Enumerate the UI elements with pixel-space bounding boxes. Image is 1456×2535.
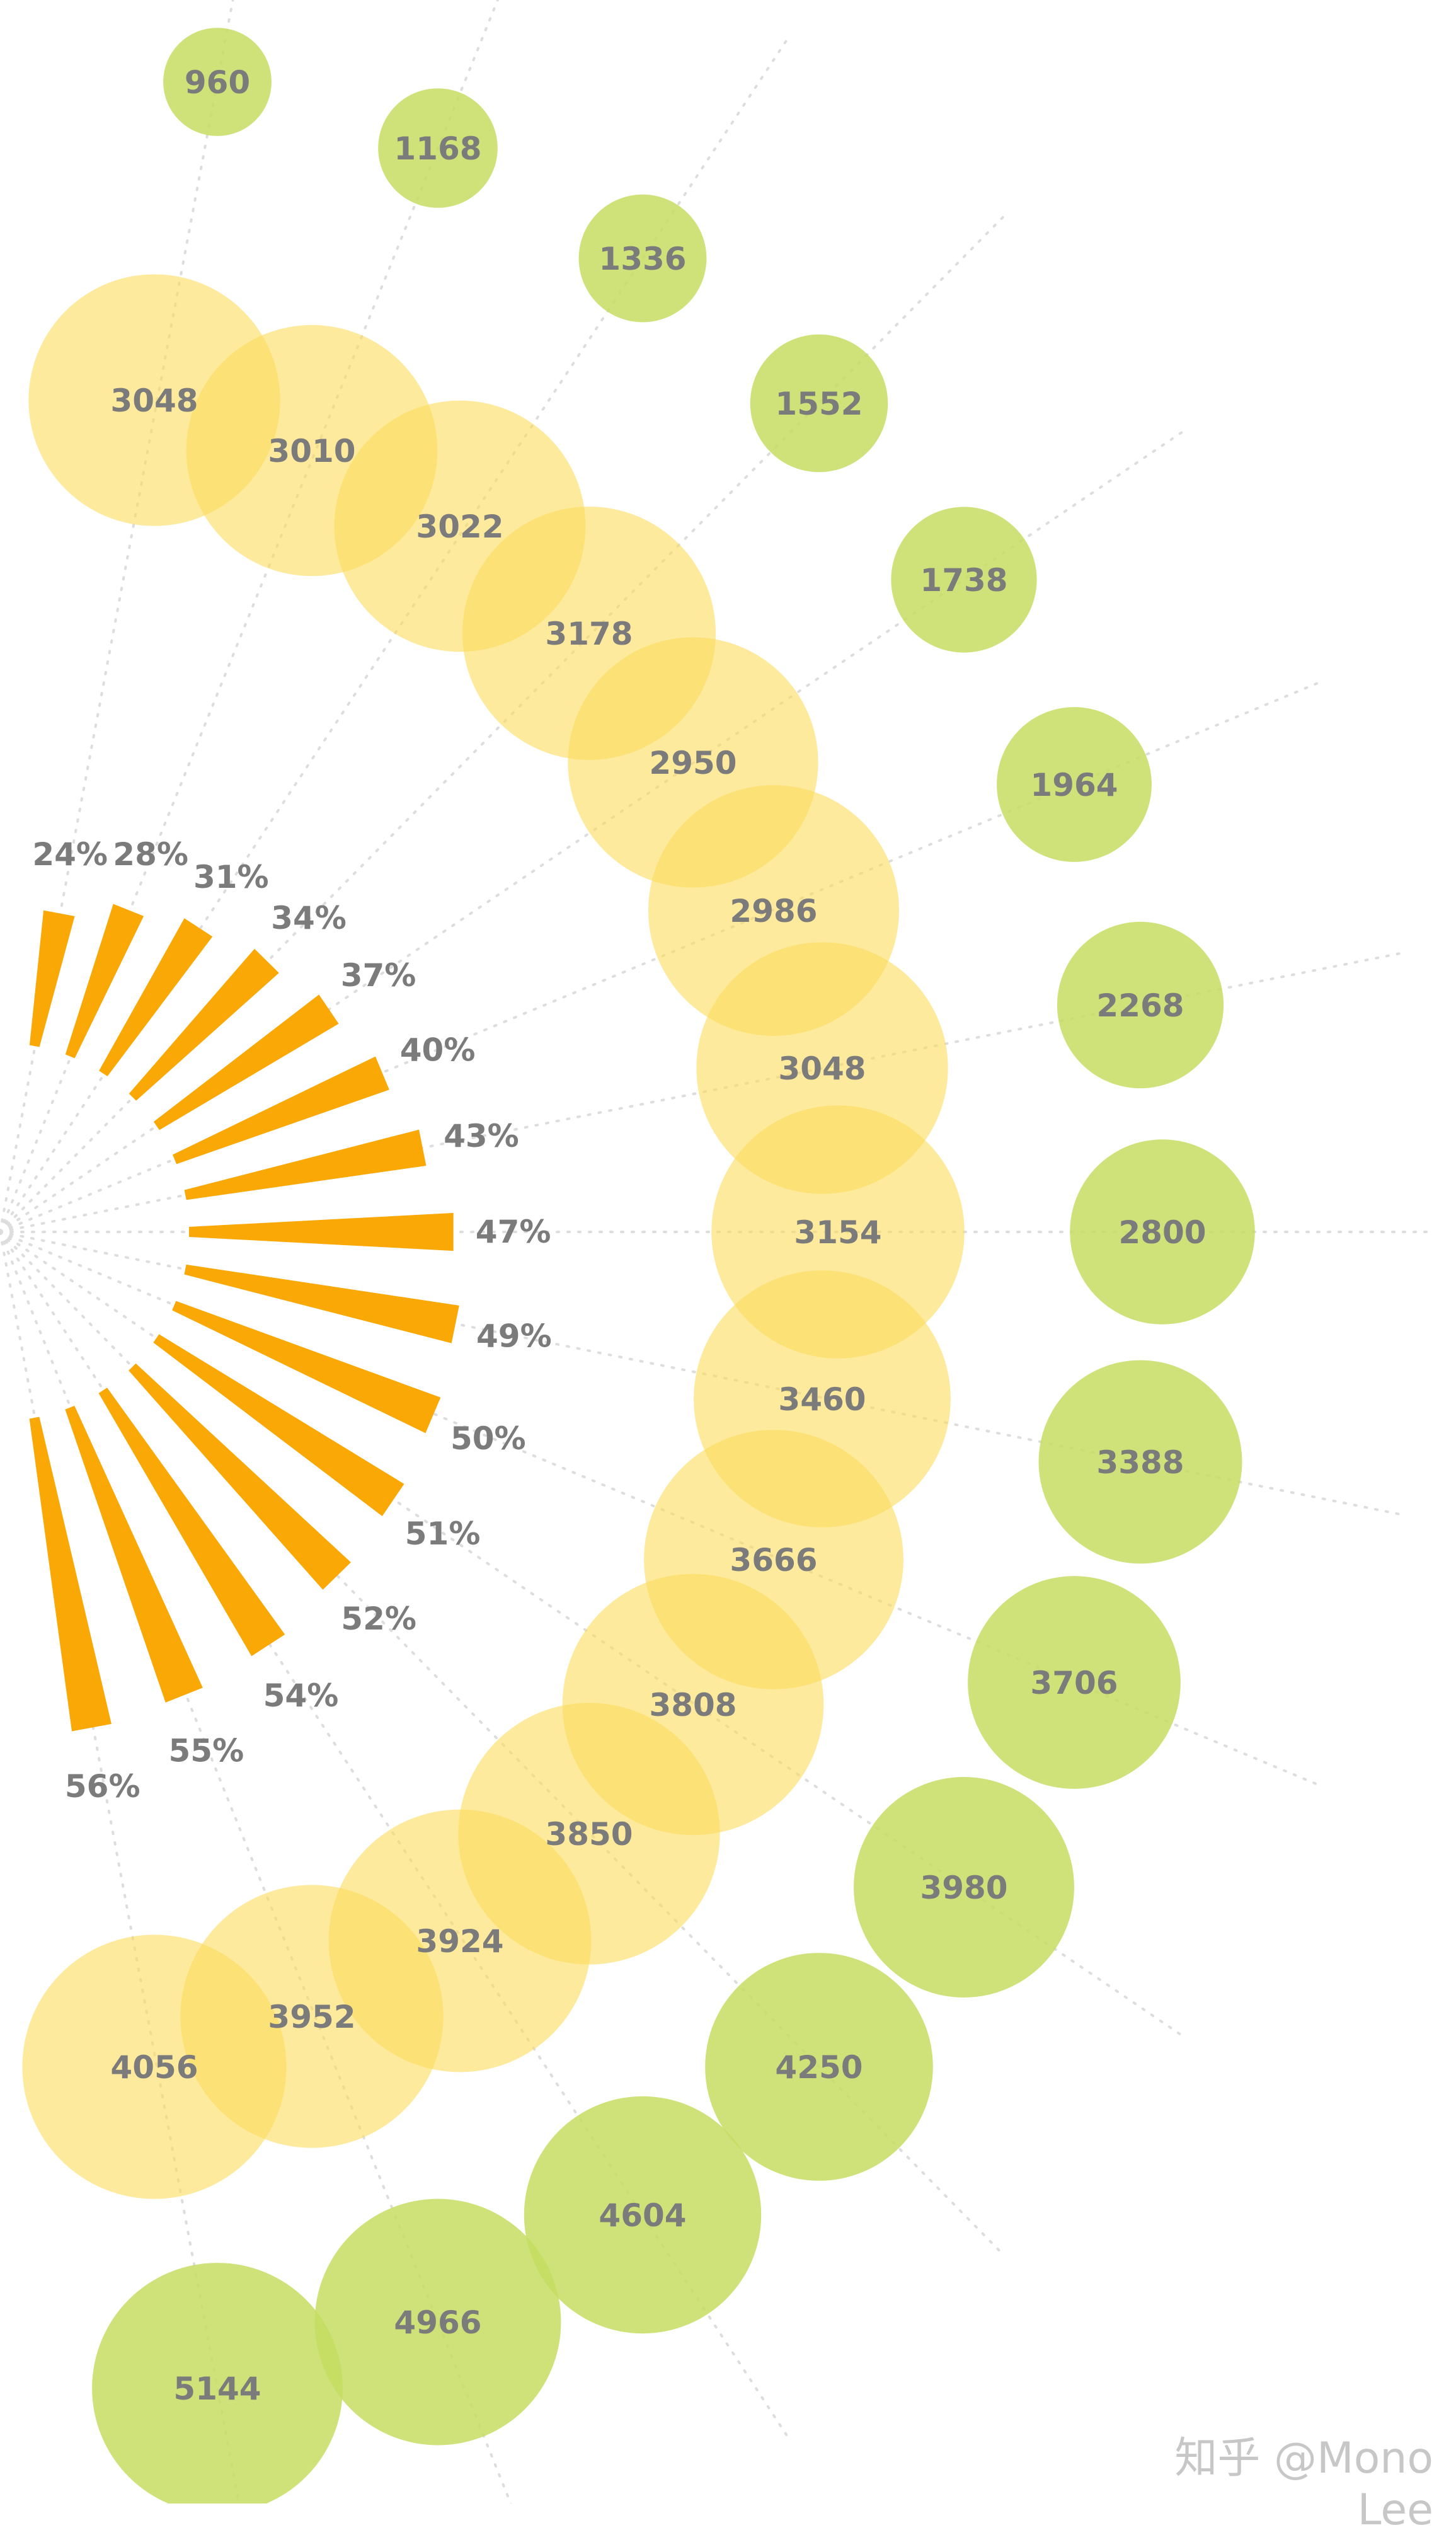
outer-bubble	[524, 2096, 762, 2334]
outer-bubble	[705, 1953, 933, 2181]
outer-bubble-label: 3980	[920, 1870, 1007, 1906]
percentage-label: 43%	[444, 1118, 519, 1154]
outer-bubble-label: 3706	[1030, 1665, 1118, 1701]
percentage-bar	[153, 1334, 404, 1517]
percentage-bar	[189, 1212, 454, 1251]
percentage-label: 24%	[32, 836, 108, 873]
outer-bubble-label: 1336	[599, 241, 686, 277]
outer-bubble-series	[92, 28, 1255, 2503]
percentage-label: 56%	[65, 1768, 140, 1805]
inner-bubble-label: 3924	[416, 1923, 503, 1960]
percentage-label: 47%	[476, 1214, 551, 1250]
percentage-bar	[172, 1301, 441, 1434]
outer-bubble	[163, 28, 272, 136]
inner-bubble-label: 3850	[545, 1816, 633, 1853]
percentage-bar	[129, 948, 279, 1101]
percentage-label: 52%	[341, 1601, 416, 1637]
outer-bubble-label: 2268	[1096, 987, 1184, 1024]
percentage-bar	[65, 1405, 203, 1703]
outer-bubble-label: 4250	[775, 2049, 863, 2086]
outer-bubble-label: 1738	[920, 562, 1007, 599]
percentage-bar	[184, 1129, 427, 1200]
outer-bubble	[314, 2199, 561, 2446]
inner-bubble-label: 2950	[649, 745, 737, 781]
outer-bubble	[997, 707, 1152, 862]
outer-bubble-label: 5144	[173, 2371, 261, 2407]
percentage-label: 51%	[405, 1515, 481, 1552]
inner-bubble-label: 3048	[778, 1050, 866, 1087]
inner-bubble-label: 3808	[649, 1687, 737, 1723]
outer-bubble	[1057, 921, 1224, 1089]
inner-bubble-label: 3952	[268, 1999, 355, 2035]
inner-bubble-label: 3010	[268, 433, 355, 469]
inner-bubble-label: 3460	[778, 1381, 866, 1418]
percentage-label: 50%	[450, 1420, 526, 1457]
percentage-label: 54%	[263, 1677, 339, 1714]
inner-bubble-label: 4056	[110, 2049, 198, 2086]
outer-bubble	[378, 88, 498, 208]
percentage-bars	[29, 904, 459, 1732]
inner-bubble-label: 2986	[730, 893, 817, 929]
inner-bubble-series	[22, 274, 965, 2199]
outer-bubble	[1038, 1360, 1242, 1564]
outer-bubble	[750, 334, 888, 473]
outer-bubble	[891, 507, 1037, 653]
percentage-bar	[153, 994, 339, 1130]
percentage-label: 49%	[476, 1318, 552, 1355]
percentage-bar	[172, 1056, 389, 1164]
percentage-label: 55%	[169, 1732, 244, 1769]
percentage-bar	[98, 1388, 285, 1657]
percentage-label: 37%	[341, 957, 416, 994]
percentage-label: 34%	[271, 900, 347, 936]
inner-bubble-label: 3666	[730, 1542, 817, 1578]
outer-bubble	[578, 194, 707, 323]
outer-bubble	[1070, 1139, 1255, 1325]
percentage-bar	[129, 1363, 351, 1590]
percentage-label: 28%	[113, 836, 188, 873]
outer-bubble-label: 1552	[775, 386, 863, 422]
outer-bubble-label: 4604	[599, 2197, 686, 2234]
inner-bubble-label: 3178	[545, 616, 633, 652]
outer-bubble-label: 1964	[1030, 767, 1118, 803]
outer-bubble	[92, 2263, 343, 2503]
inner-bubble-label: 3022	[416, 509, 503, 545]
inner-bubble	[22, 1934, 287, 2199]
inner-bubble-label: 3154	[794, 1214, 881, 1251]
outer-bubble-label: 1168	[394, 130, 481, 167]
percentage-bar	[29, 1417, 112, 1732]
inner-bubble-label: 3048	[110, 382, 198, 419]
percentage-label: 31%	[193, 859, 269, 895]
chart-labels: 24% 28%31%34% 37% 40% 43% 47% 49% 50% 51% 52% 54% 5…	[32, 64, 1206, 2407]
guide-line	[0, 0, 234, 1233]
outer-bubble-label: 4966	[394, 2304, 481, 2341]
percentage-bar	[99, 918, 213, 1077]
percentage-bar	[184, 1264, 459, 1343]
outer-bubble	[968, 1576, 1181, 1789]
percentage-label: 40%	[400, 1032, 476, 1069]
percentage-bar	[29, 910, 75, 1047]
outer-bubble-label: 3388	[1096, 1444, 1184, 1481]
percentage-bar	[65, 904, 144, 1059]
outer-bubble-label: 960	[185, 64, 250, 101]
watermark: 知乎 @Mono Lee	[1174, 2434, 1433, 2535]
outer-bubble-label: 2800	[1118, 1214, 1206, 1251]
outer-bubble	[854, 1777, 1074, 1998]
